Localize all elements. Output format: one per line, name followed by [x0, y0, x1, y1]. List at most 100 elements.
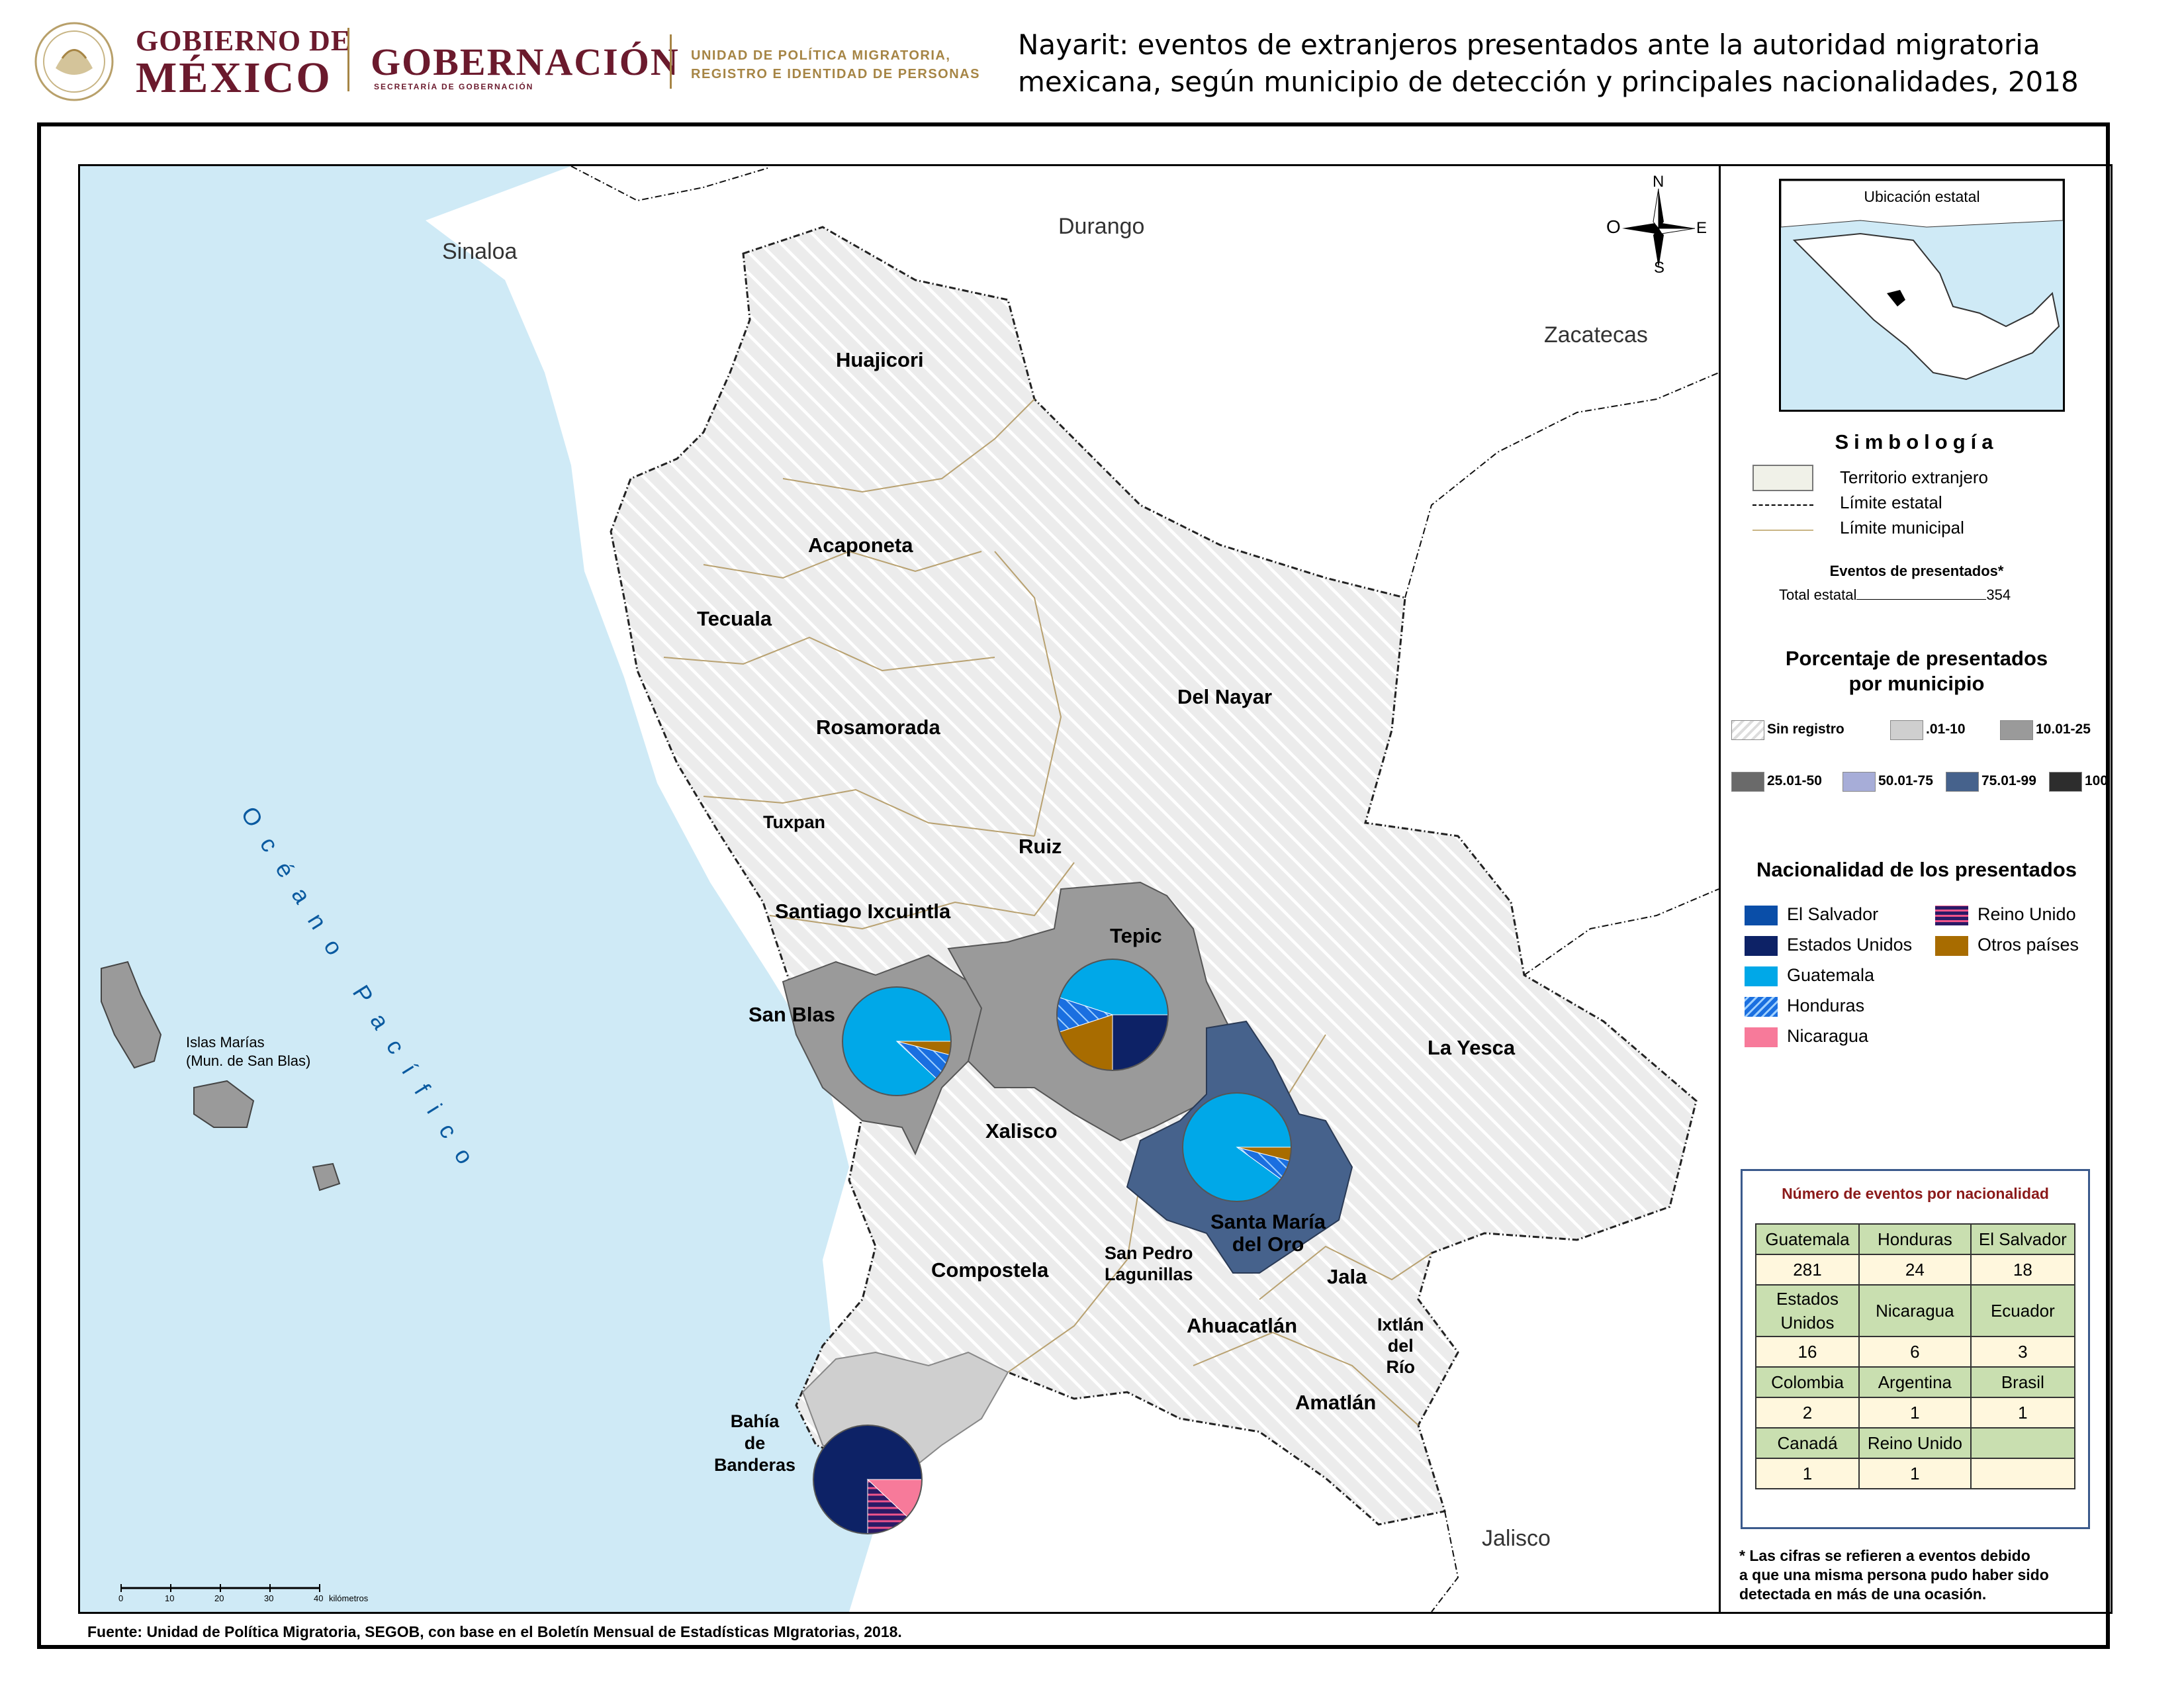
table-cell: Canadá — [1755, 1427, 1860, 1459]
label-jalisco: Jalisco — [1482, 1526, 1551, 1551]
table-cell: Ecuador — [1970, 1284, 2076, 1337]
pct-label: .01-10 — [1926, 722, 1966, 737]
nationality-swatch — [1935, 936, 1968, 956]
table-cell: 18 — [1970, 1254, 2076, 1286]
pct-label: 100 — [2085, 773, 2109, 788]
footnote: * Las cifras se refieren a eventos debid… — [1739, 1546, 2049, 1604]
unidad-text: UNIDAD DE POLÍTICA MIGRATORIA, REGISTRO … — [691, 46, 980, 83]
foreign-swatch — [1752, 465, 1813, 491]
pie-charts — [813, 959, 1292, 1534]
label-tuxpan: Tuxpan — [763, 812, 825, 832]
label-tecuala: Tecuala — [697, 607, 772, 630]
table-cell: 1 — [1858, 1458, 1972, 1489]
state-line-swatch — [1752, 504, 1813, 506]
label-jala: Jala — [1327, 1265, 1367, 1288]
sanpedro-line2: Lagunillas — [1105, 1264, 1193, 1284]
scale-tick-40: 40 — [314, 1593, 324, 1603]
municipal-line-swatch — [1752, 530, 1813, 531]
header: GOBIERNO DE MÉXICO GOBERNACIÓN SECRETARÍ… — [0, 0, 2184, 119]
table-cell: 24 — [1858, 1254, 1972, 1286]
nationality-label: Otros países — [1978, 935, 2079, 955]
label-ixtlan: Ixtlán del Río — [1377, 1314, 1424, 1378]
table-cell: Guatemala — [1755, 1223, 1860, 1255]
pct-swatch — [1946, 772, 1979, 792]
gobernacion-text: GOBERNACIÓN — [371, 40, 680, 83]
nationality-swatch — [1745, 936, 1778, 956]
label-compostela: Compostela — [931, 1258, 1049, 1282]
nationality-table: Guatemala Honduras El Salvador 281 24 18 Est… — [1755, 1223, 2076, 1489]
unidad-line1: UNIDAD DE POLÍTICA MIGRATORIA, — [691, 48, 951, 63]
nationality-label: El Salvador — [1787, 904, 1879, 924]
label-durango: Durango — [1058, 214, 1145, 239]
bahia-line1: Bahía — [730, 1411, 780, 1431]
table-cell: 1 — [1970, 1397, 2076, 1429]
santamaria-line1: Santa María — [1210, 1210, 1326, 1233]
source-text: Fuente: Unidad de Política Migratoria, S… — [87, 1623, 902, 1640]
label-tepic: Tepic — [1110, 924, 1162, 947]
scale-tick-0: 0 — [118, 1593, 124, 1603]
pie-outline — [842, 986, 952, 1096]
events-title: Eventos de presentados* — [1829, 563, 2004, 579]
scale-tick-20: 20 — [214, 1593, 224, 1603]
mexico-inset-icon — [1780, 180, 2064, 410]
label-sanblas: San Blas — [749, 1003, 835, 1026]
pct-swatch — [1731, 772, 1764, 792]
label-santamaria: Santa María del Oro — [1210, 1211, 1326, 1256]
table-cell: 6 — [1858, 1336, 1972, 1368]
note-line3: detectada en más de una ocasión. — [1739, 1585, 1987, 1603]
table-cell: 1 — [1858, 1397, 1972, 1429]
label-ruiz: Ruiz — [1019, 835, 1062, 858]
nationality-swatch — [1745, 906, 1778, 925]
bahia-line2: de — [744, 1433, 766, 1453]
page-title: Nayarit: eventos de extranjeros presenta… — [1018, 26, 2169, 101]
inset-map — [1779, 179, 2065, 412]
nationality-label: Nicaragua — [1787, 1026, 1869, 1046]
nationality-title: Nacionalidad de los presentados — [1756, 858, 2077, 881]
label-zacatecas: Zacatecas — [1544, 322, 1648, 348]
total-row: Total estatal 354 — [1779, 586, 2011, 604]
foreign-label: Territorio extranjero — [1840, 467, 1988, 487]
table-cell — [1970, 1458, 2076, 1489]
nationality-swatch — [1745, 966, 1778, 986]
total-label: Total estatal — [1779, 586, 1857, 603]
compass-e: E — [1696, 219, 1707, 237]
municipal-label: Límite municipal — [1840, 518, 1964, 538]
pct-swatch — [2049, 772, 2082, 792]
nationality-label: Reino Unido — [1978, 904, 2076, 924]
table-cell: Brasil — [1970, 1366, 2076, 1398]
ixtlan-line3: Río — [1386, 1357, 1416, 1377]
scale-tick-10: 10 — [165, 1593, 175, 1603]
compass-w: O — [1606, 216, 1621, 237]
scale-unit: kilómetros — [329, 1593, 369, 1603]
unidad-line2: REGISTRO E IDENTIDAD DE PERSONAS — [691, 67, 980, 81]
title-line1: Nayarit: eventos de extranjeros presenta… — [1018, 28, 2040, 61]
pct-title-line1: Porcentaje de presentados — [1785, 647, 2048, 670]
compass-icon — [1622, 188, 1696, 268]
state-label: Límite estatal — [1840, 492, 1942, 512]
pct-label: 10.01-25 — [2036, 722, 2091, 737]
pie-outline — [1182, 1092, 1292, 1202]
table-cell: Reino Unido — [1858, 1427, 1972, 1459]
table-cell: 2 — [1755, 1397, 1860, 1429]
label-layesca: La Yesca — [1428, 1036, 1516, 1059]
mexico-text: MÉXICO — [136, 54, 332, 102]
note-line2: a que una misma persona pudo haber sido — [1739, 1566, 2049, 1583]
scale-tick-30: 30 — [264, 1593, 274, 1603]
table-cell: Colombia — [1755, 1366, 1860, 1398]
table-title: Número de eventos por nacionalidad — [1782, 1185, 2049, 1202]
table-cell: Nicaragua — [1858, 1284, 1972, 1337]
bahia-line3: Banderas — [714, 1455, 796, 1475]
islas-line2: (Mun. de San Blas) — [186, 1053, 311, 1069]
total-value: 354 — [1986, 586, 2011, 603]
pct-label: 50.01-75 — [1878, 773, 1933, 788]
table-cell: 281 — [1755, 1254, 1860, 1286]
pct-swatch — [2000, 720, 2033, 740]
label-santiago: Santiago Ixcuintla — [775, 900, 951, 923]
label-bahia: Bahía de Banderas — [714, 1411, 796, 1476]
nationality-swatch — [1745, 1027, 1778, 1047]
percentage-title: Porcentaje de presentados por municipio — [1721, 646, 2113, 696]
label-acaponeta: Acaponeta — [808, 534, 913, 557]
label-rosamorada: Rosamorada — [816, 716, 940, 739]
gobierno-de-text: GOBIERNO DE — [136, 24, 351, 57]
label-islas: Islas Marías (Mun. de San Blas) — [186, 1033, 310, 1070]
